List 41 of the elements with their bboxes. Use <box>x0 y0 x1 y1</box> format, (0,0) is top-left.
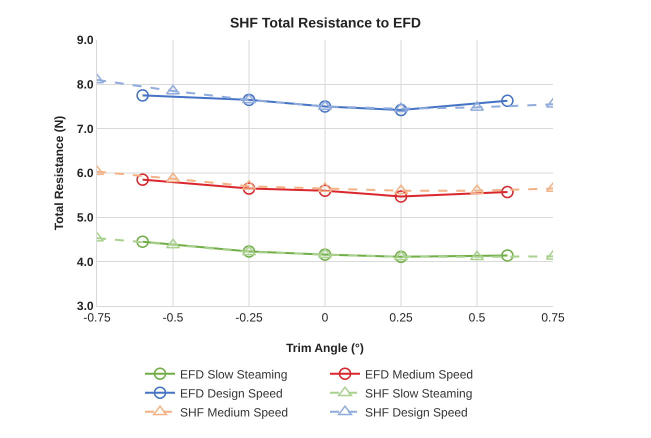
y-axis-title: Total Resistance (N) <box>52 116 66 230</box>
x-tick-label: 0.5 <box>468 310 486 324</box>
point <box>501 94 514 107</box>
point <box>501 249 514 262</box>
point <box>394 184 408 194</box>
chart-title: SHF Total Resistance to EFD <box>230 14 422 30</box>
legend-label: SHF Medium Speed <box>180 405 288 420</box>
legend-label: EFD Design Speed <box>180 386 283 400</box>
legend-label: EFD Slow Steaming <box>180 367 288 382</box>
point <box>470 184 484 194</box>
y-tick-label: 7.0 <box>76 122 94 136</box>
point <box>318 248 332 258</box>
point <box>394 102 408 112</box>
point <box>318 248 332 261</box>
point <box>242 245 256 258</box>
x-tick-label: 0 <box>322 310 329 324</box>
y-tick-label: 5.0 <box>76 210 94 225</box>
y-tick-label: 6.0 <box>76 166 94 180</box>
y-tick-label: 8.0 <box>76 78 94 92</box>
x-tick-label: 0.75 <box>541 310 565 324</box>
point <box>318 184 332 197</box>
point <box>242 94 256 106</box>
point <box>394 250 408 264</box>
point <box>242 182 256 195</box>
y-tick-label: 9.0 <box>76 33 94 48</box>
point <box>136 235 149 248</box>
point <box>136 89 149 102</box>
point <box>394 190 408 203</box>
y-tick-label: 4.0 <box>76 254 94 269</box>
legend-label: EFD Medium Speed <box>365 367 474 382</box>
point <box>318 182 332 192</box>
x-tick-label: -0.5 <box>162 310 184 324</box>
legend-label: SHF Slow Steaming <box>365 386 472 400</box>
point <box>136 173 149 186</box>
x-tick-label: -0.25 <box>235 310 263 324</box>
x-tick-label: 0.25 <box>389 310 413 324</box>
point <box>318 100 332 113</box>
point <box>501 186 514 198</box>
x-axis-title: Trim Angle (°) <box>286 341 364 355</box>
point <box>394 104 408 116</box>
legend-label: SHF Design Speed <box>365 405 468 420</box>
